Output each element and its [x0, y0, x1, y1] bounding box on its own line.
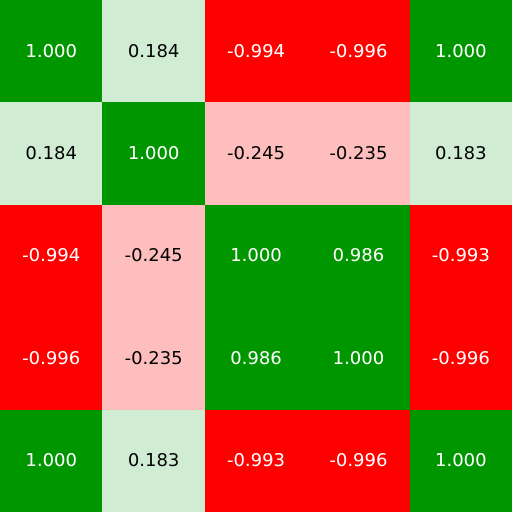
heatmap-cell-r4-c0: 1.000	[0, 409, 103, 512]
heatmap-cell-r2-c0: -0.994	[0, 204, 103, 308]
heatmap-cell-r4-c4: 1.000	[409, 409, 512, 512]
heatmap-cell-r3-c2: 0.986	[204, 307, 308, 410]
heatmap-cell-r2-c4: -0.993	[409, 204, 512, 308]
heatmap-cell-r1-c1: 1.000	[102, 102, 205, 205]
heatmap-cell-r2-c2: 1.000	[204, 204, 308, 308]
heatmap-cell-r1-c4: 0.183	[409, 102, 512, 205]
heatmap-cell-r1-c0: 0.184	[0, 102, 103, 205]
heatmap-cell-r1-c3: -0.235	[307, 102, 410, 205]
heatmap-cell-r2-c1: -0.245	[102, 204, 205, 308]
heatmap-cell-r3-c1: -0.235	[102, 307, 205, 410]
heatmap-cell-r0-c1: 0.184	[102, 0, 205, 103]
heatmap-cell-r2-c3: 0.986	[307, 204, 410, 308]
heatmap-cell-r4-c3: -0.996	[307, 409, 410, 512]
heatmap-cell-r0-c4: 1.000	[409, 0, 512, 103]
heatmap-cell-r4-c2: -0.993	[204, 409, 308, 512]
heatmap-cell-r4-c1: 0.183	[102, 409, 205, 512]
heatmap-cell-r3-c4: -0.996	[409, 307, 512, 410]
heatmap-cell-r0-c3: -0.996	[307, 0, 410, 103]
heatmap-cell-r3-c3: 1.000	[307, 307, 410, 410]
heatmap-cell-r0-c2: -0.994	[204, 0, 308, 103]
heatmap-cell-r1-c2: -0.245	[204, 102, 308, 205]
heatmap-cell-r3-c0: -0.996	[0, 307, 103, 410]
heatmap-cell-r0-c0: 1.000	[0, 0, 103, 103]
